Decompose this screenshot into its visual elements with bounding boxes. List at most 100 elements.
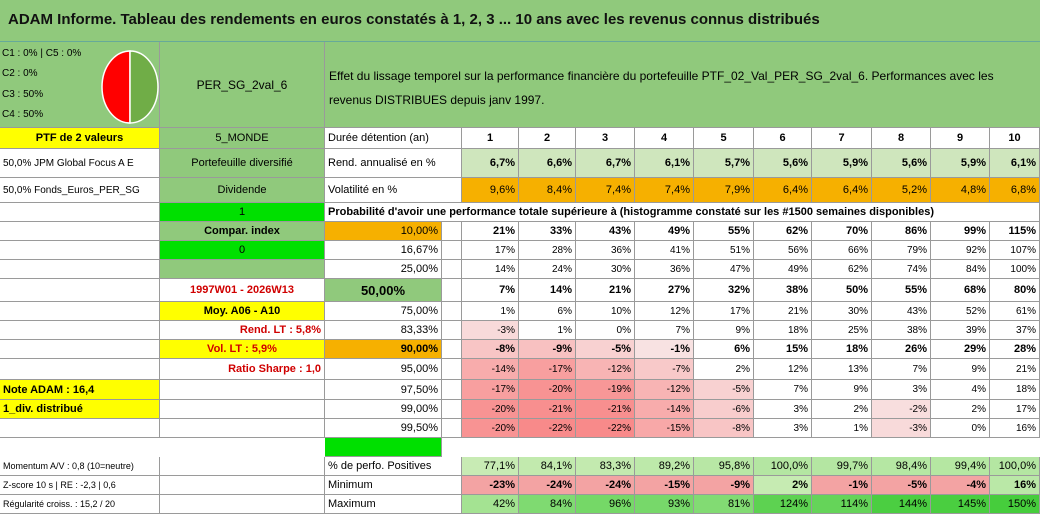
left-label [0,260,160,279]
side-label [160,380,325,400]
year-header: 6 [754,128,812,149]
probability-value: 100% [990,260,1040,279]
portfolio-type: Portefeuille diversifié [160,149,325,178]
probability-value: 21% [462,222,519,241]
blank-cell [442,419,462,438]
regularity-label: Régularité croiss. : 15,2 / 20 [0,495,160,514]
blank-cell [160,457,325,476]
blank-cell [442,241,462,260]
side-label: Rend. LT : 5,8% [160,321,325,340]
probability-value: 47% [694,260,754,279]
allocation-pie-chart [101,50,159,124]
probability-value: -21% [519,400,576,419]
probability-value: -1% [635,340,694,359]
probability-threshold: 90,00% [325,340,442,359]
blank-cell [442,321,462,340]
probability-value: -20% [462,400,519,419]
probability-value: 18% [754,321,812,340]
probability-threshold: 25,00% [325,260,442,279]
year-header: 7 [812,128,872,149]
probability-value: -3% [872,419,931,438]
minimum-value: -15% [635,476,694,495]
side-label: 0 [160,241,325,260]
probability-value: 68% [931,279,990,302]
volatility-value: 7,4% [576,178,635,203]
probability-value: -20% [519,380,576,400]
probability-value: 25% [812,321,872,340]
side-label [160,260,325,279]
annual-return-value: 5,9% [931,149,990,178]
blank-cell [442,340,462,359]
probability-value: 3% [872,380,931,400]
probability-value: -2% [872,400,931,419]
left-label: Note ADAM : 16,4 [0,380,160,400]
probability-threshold: 99,00% [325,400,442,419]
probability-value: 7% [754,380,812,400]
probability-value: 18% [812,340,872,359]
positive-perf-value: 84,1% [519,457,576,476]
alloc-line-4: C4 : 50% [2,109,44,120]
minimum-value: -24% [576,476,635,495]
probability-value: 39% [931,321,990,340]
probability-value: 38% [872,321,931,340]
probability-value: 6% [519,302,576,321]
side-label [160,400,325,419]
probability-threshold: 75,00% [325,302,442,321]
annual-return-value: 6,1% [635,149,694,178]
probability-value: 1% [812,419,872,438]
probability-value: 13% [812,359,872,380]
positive-perf-value: 89,2% [635,457,694,476]
probability-value: 43% [576,222,635,241]
momentum-label: Momentum A/V : 0,8 (10=neutre) [0,457,160,476]
blank-cell [442,279,462,302]
positive-perf-value: 77,1% [462,457,519,476]
volatility-value: 6,8% [990,178,1040,203]
probability-value: 17% [694,302,754,321]
probability-value: 17% [990,400,1040,419]
probability-value: -3% [462,321,519,340]
probability-value: 62% [754,222,812,241]
description: Effet du lissage temporel sur la perform… [325,42,1040,128]
blank-cell [442,400,462,419]
probability-value: 33% [519,222,576,241]
allocation-box: C1 : 0% | C5 : 0% C2 : 0% C3 : 50% C4 : … [0,42,160,128]
left-label: 1_div. distribué [0,400,160,419]
probability-value: 92% [931,241,990,260]
minimum-value: -23% [462,476,519,495]
volatility-label: Volatilité en % [325,178,462,203]
blank-cell [442,260,462,279]
probability-value: 80% [990,279,1040,302]
minimum-value: -4% [931,476,990,495]
probability-value: -17% [462,380,519,400]
probability-value: 2% [931,400,990,419]
probability-threshold: 95,00% [325,359,442,380]
probability-value: -22% [576,419,635,438]
volatility-value: 5,2% [872,178,931,203]
probability-value: 27% [635,279,694,302]
probability-value: 1% [462,302,519,321]
probability-value: 9% [931,359,990,380]
probability-value: 99% [931,222,990,241]
probability-threshold: 83,33% [325,321,442,340]
probability-value: 21% [754,302,812,321]
annual-return-value: 5,6% [872,149,931,178]
probability-value: 49% [754,260,812,279]
probability-value: 56% [754,241,812,260]
probability-value: 1% [519,321,576,340]
page-title: ADAM Informe. Tableau des rendements en … [8,11,820,28]
year-header: 2 [519,128,576,149]
probability-value: 107% [990,241,1040,260]
volatility-value: 6,4% [754,178,812,203]
blank-cell [442,380,462,400]
probability-value: 36% [576,241,635,260]
probability-value: 70% [812,222,872,241]
positive-perf-value: 100,0% [990,457,1040,476]
probability-value: 0% [576,321,635,340]
minimum-value: 16% [990,476,1040,495]
probability-value: -5% [576,340,635,359]
probability-value: 12% [754,359,812,380]
volatility-value: 4,8% [931,178,990,203]
dividend-mode: Dividende [160,178,325,203]
probability-value: 61% [990,302,1040,321]
positive-perf-label: % de perfo. Positives [325,457,462,476]
